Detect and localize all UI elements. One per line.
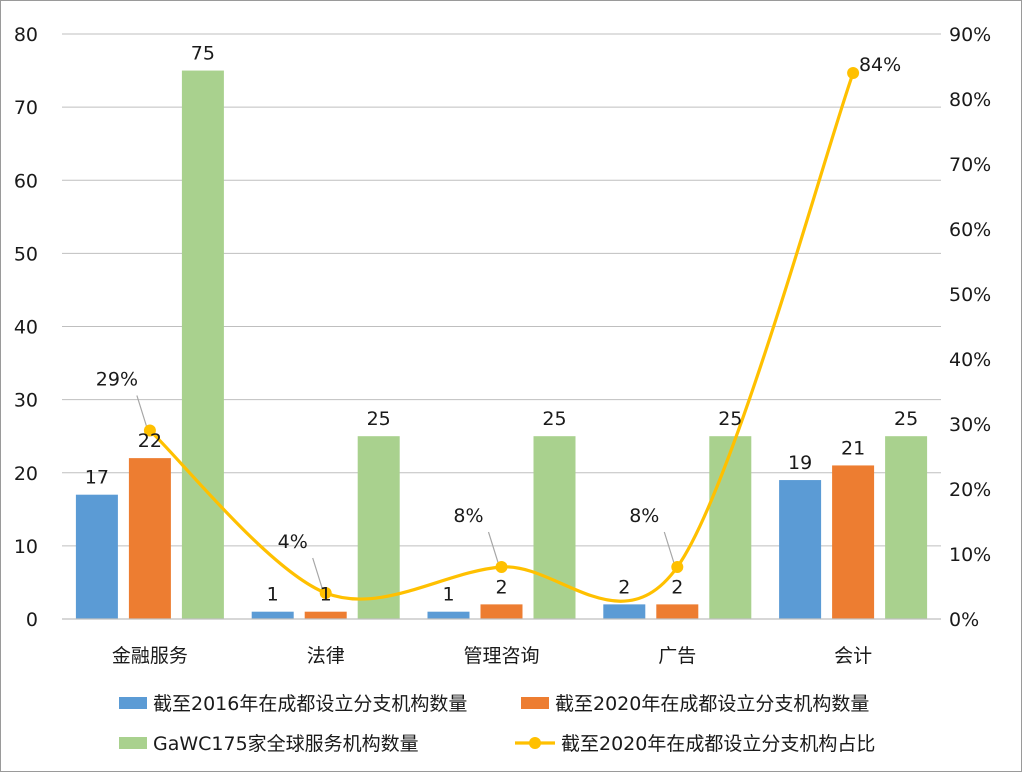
legend-label: 截至2020年在成都设立分支机构数量	[555, 693, 869, 715]
line-point	[143, 424, 156, 437]
bar	[181, 70, 224, 619]
bar	[709, 436, 752, 619]
y-right-tick-label: 20%	[949, 479, 991, 501]
line-value-label: 84%	[859, 54, 901, 76]
bar-value-label: 25	[718, 408, 742, 430]
bar-value-label: 2	[618, 576, 630, 598]
bar	[480, 604, 523, 619]
legend-label: 截至2016年在成都设立分支机构数量	[153, 693, 467, 715]
legend-label: 截至2020年在成都设立分支机构占比	[561, 733, 875, 755]
y-left-tick-label: 60	[14, 170, 38, 192]
line-series-path	[148, 72, 855, 603]
label-leader-line	[663, 531, 675, 565]
y-left-tick-label: 40	[14, 317, 38, 339]
y-right-tick-label: 30%	[949, 414, 991, 436]
y-left-tick-label: 20	[14, 463, 38, 485]
y-left-tick-label: 30	[14, 390, 38, 412]
x-category-label: 会计	[834, 645, 872, 667]
bar	[533, 436, 576, 619]
bar-value-label: 1	[442, 584, 454, 606]
line-value-label: 4%	[278, 531, 308, 553]
line-point	[671, 561, 684, 573]
y-right-tick-label: 40%	[949, 349, 991, 371]
bar-value-label: 25	[894, 408, 918, 430]
bar	[779, 480, 822, 619]
y-right-tick-label: 0%	[949, 609, 979, 631]
bar-value-label: 25	[367, 408, 391, 430]
bar-value-label: 22	[138, 430, 162, 452]
x-category-label: 管理咨询	[463, 645, 539, 667]
line-value-label: 29%	[96, 369, 138, 391]
bar-value-label: 1	[267, 584, 279, 606]
line-value-label: 8%	[629, 505, 659, 527]
y-right-tick-label: 60%	[949, 219, 991, 241]
line-point	[319, 587, 332, 599]
y-right-tick-label: 90%	[949, 24, 991, 46]
label-leader-line	[312, 557, 324, 591]
bar	[357, 436, 400, 619]
legend-marker	[529, 737, 541, 749]
line-point	[495, 561, 508, 573]
label-leader-line	[136, 395, 148, 428]
y-left-tick-label: 70	[14, 97, 38, 119]
bar-value-label: 25	[542, 408, 566, 430]
bar	[427, 611, 470, 619]
bar	[832, 465, 875, 619]
y-left-tick-label: 10	[14, 536, 38, 558]
bar-value-label: 17	[85, 467, 109, 489]
y-left-tick-label: 80	[14, 24, 38, 46]
bar	[251, 611, 294, 619]
bar	[656, 604, 699, 619]
bar	[75, 494, 118, 619]
y-right-tick-label: 10%	[949, 544, 991, 566]
bar-value-label: 2	[495, 576, 507, 598]
y-left-tick-label: 50	[14, 243, 38, 265]
line-point	[847, 67, 860, 79]
legend-label: GaWC175家全球服务机构数量	[153, 733, 419, 755]
y-right-tick-label: 70%	[949, 154, 991, 176]
legend-swatch	[119, 697, 147, 709]
bar-value-label: 2	[671, 576, 683, 598]
x-category-label: 广告	[658, 645, 696, 667]
bar-value-label: 1	[320, 584, 332, 606]
y-right-tick-label: 80%	[949, 89, 991, 111]
bar	[304, 611, 347, 619]
y-right-tick-label: 50%	[949, 284, 991, 306]
label-leader-line	[487, 531, 500, 565]
bar	[603, 604, 646, 619]
bar-value-label: 75	[191, 43, 215, 65]
y-left-tick-label: 0	[26, 609, 38, 631]
legend-swatch	[119, 737, 147, 749]
line-value-label: 8%	[453, 505, 483, 527]
bar-value-label: 21	[841, 437, 865, 459]
x-category-label: 金融服务	[112, 645, 188, 667]
bar-value-label: 19	[788, 452, 812, 474]
legend-swatch	[521, 697, 549, 709]
x-category-label: 法律	[307, 645, 345, 667]
bar	[128, 458, 171, 619]
bar	[885, 436, 928, 619]
